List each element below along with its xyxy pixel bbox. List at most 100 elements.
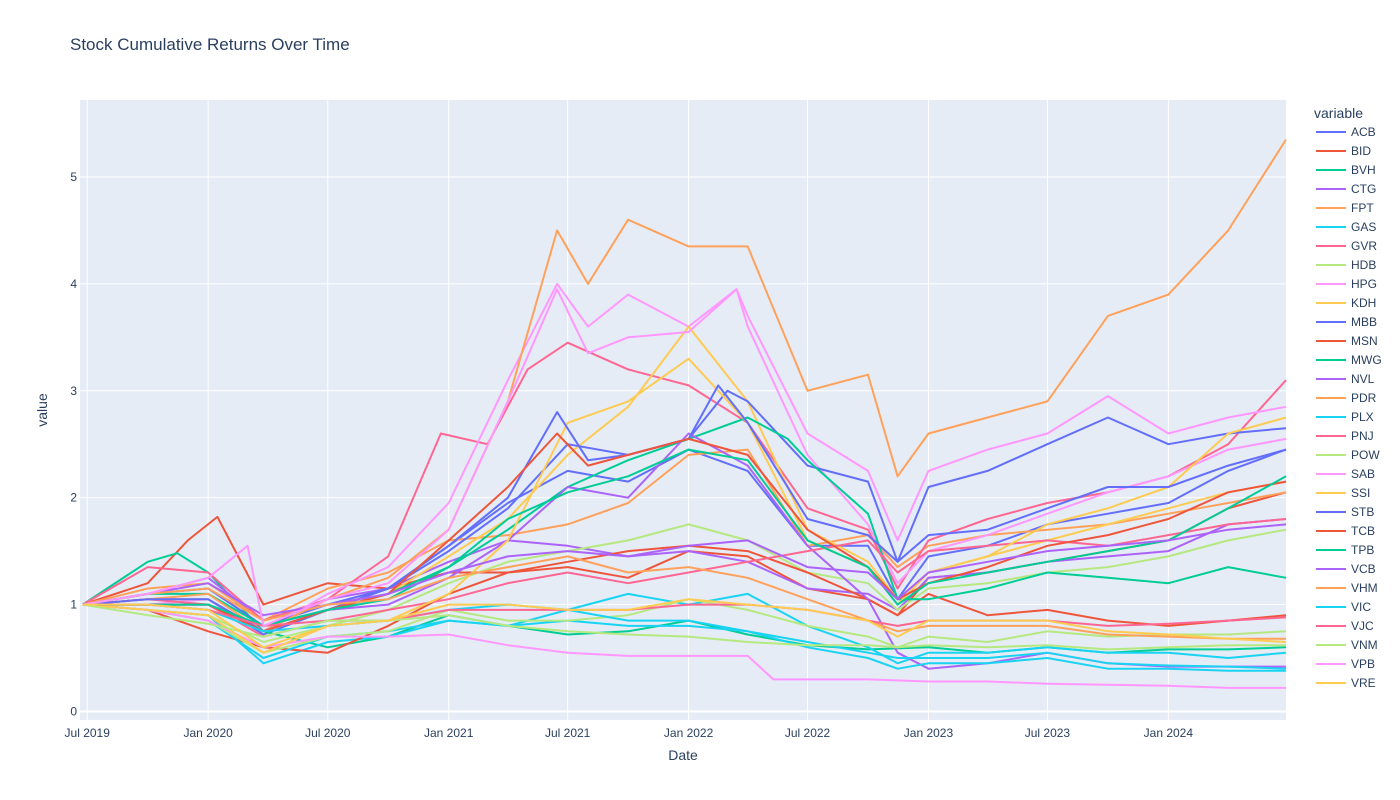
series-line-hdb[interactable]	[82, 523, 1287, 643]
legend-label: PLX	[1351, 410, 1374, 424]
x-axis-ticks: Jul 2019 Jan 2020 Jul 2020 Jan 2021 Jul 2021…	[65, 726, 1194, 740]
x-tick-label: Jan 2021	[424, 726, 474, 740]
legend-item-pow[interactable]: POW	[1316, 448, 1380, 462]
y-axis-title: value	[34, 393, 50, 427]
plot-area	[80, 100, 1286, 720]
legend-label: GAS	[1351, 220, 1376, 234]
chart-title: Stock Cumulative Returns Over Time	[70, 35, 350, 54]
series-line-mbb[interactable]	[82, 389, 1287, 627]
legend-item-bvh[interactable]: BVH	[1316, 163, 1376, 177]
legend-item-pdr[interactable]: PDR	[1316, 391, 1377, 405]
legend-item-msn[interactable]: MSN	[1316, 334, 1378, 348]
legend-label: MWG	[1351, 353, 1382, 367]
legend-item-acb[interactable]: ACB	[1316, 125, 1376, 139]
legend-label: TCB	[1351, 524, 1375, 538]
y-tick-label: 2	[70, 491, 77, 505]
legend-item-stb[interactable]: STB	[1316, 505, 1374, 519]
series-line-acb[interactable]	[82, 448, 1287, 636]
legend-label: NVL	[1351, 372, 1375, 386]
legend-item-vcb[interactable]: VCB	[1316, 562, 1376, 576]
legend-item-nvl[interactable]: NVL	[1316, 372, 1375, 386]
series-line-sab[interactable]	[82, 603, 1286, 689]
legend-label: VRE	[1351, 676, 1376, 690]
legend-label: ACB	[1351, 125, 1376, 139]
x-tick-label: Jul 2023	[1025, 726, 1071, 740]
legend-item-gas[interactable]: GAS	[1316, 220, 1376, 234]
legend-item-vnm[interactable]: VNM	[1316, 638, 1378, 652]
y-tick-label: 0	[70, 704, 77, 718]
legend-item-gvr[interactable]: GVR	[1316, 239, 1377, 253]
legend-item-tcb[interactable]: TCB	[1316, 524, 1375, 538]
legend-label: SAB	[1351, 467, 1375, 481]
lines-layer	[82, 139, 1287, 689]
legend-label: VHM	[1351, 581, 1378, 595]
legend-label: HPG	[1351, 277, 1377, 291]
series-line-vnm[interactable]	[82, 603, 1286, 651]
legend-label: FPT	[1351, 201, 1374, 215]
legend-item-vre[interactable]: VRE	[1316, 676, 1376, 690]
grid-layer	[80, 100, 1286, 720]
x-tick-label: Jul 2021	[545, 726, 591, 740]
legend-label: VIC	[1351, 600, 1371, 614]
legend-item-bid[interactable]: BID	[1316, 144, 1371, 158]
legend-item-plx[interactable]: PLX	[1316, 410, 1374, 424]
legend-label: VJC	[1351, 619, 1374, 633]
legend-label: BVH	[1351, 163, 1376, 177]
legend-label: BID	[1351, 144, 1371, 158]
y-tick-label: 5	[70, 170, 77, 184]
y-tick-label: 3	[70, 384, 77, 398]
legend-label: KDH	[1351, 296, 1376, 310]
legend-label: CTG	[1351, 182, 1376, 196]
legend-label: VNM	[1351, 638, 1378, 652]
series-line-tcb[interactable]	[82, 432, 1287, 633]
legend-label: VPB	[1351, 657, 1375, 671]
legend-item-hpg[interactable]: HPG	[1316, 277, 1377, 291]
legend-title: variable	[1314, 105, 1363, 121]
legend-item-pnj[interactable]: PNJ	[1316, 429, 1374, 443]
series-line-plx[interactable]	[82, 603, 1286, 672]
legend-item-ssi[interactable]: SSI	[1316, 486, 1370, 500]
legend-item-vic[interactable]: VIC	[1316, 600, 1371, 614]
legend-label: VCB	[1351, 562, 1376, 576]
x-tick-label: Jan 2024	[1144, 726, 1194, 740]
series-line-ssi[interactable]	[82, 357, 1287, 654]
legend-item-tpb[interactable]: TPB	[1316, 543, 1374, 557]
legend-item-vpb[interactable]: VPB	[1316, 657, 1375, 671]
series-line-vre[interactable]	[82, 598, 1287, 649]
legend-label: MBB	[1351, 315, 1377, 329]
x-tick-label: Jul 2022	[785, 726, 831, 740]
legend-item-mwg[interactable]: MWG	[1316, 353, 1382, 367]
series-line-tpb[interactable]	[82, 448, 1287, 627]
legend-item-kdh[interactable]: KDH	[1316, 296, 1376, 310]
series-line-hpg[interactable]	[82, 282, 1287, 633]
legend-item-hdb[interactable]: HDB	[1316, 258, 1376, 272]
series-line-gas[interactable]	[82, 592, 1287, 665]
series-line-msn[interactable]	[82, 544, 1287, 654]
y-tick-label: 1	[70, 598, 77, 612]
series-line-vjc[interactable]	[82, 603, 1287, 627]
y-axis-ticks: 0 1 2 3 4 5	[70, 170, 77, 718]
legend-label: GVR	[1351, 239, 1377, 253]
legend-label: PNJ	[1351, 429, 1374, 443]
legend-item-fpt[interactable]: FPT	[1316, 201, 1374, 215]
legend-label: SSI	[1351, 486, 1370, 500]
legend-label: PDR	[1351, 391, 1377, 405]
legend-label: STB	[1351, 505, 1374, 519]
series-line-fpt[interactable]	[82, 448, 1287, 622]
legend-item-vhm[interactable]: VHM	[1316, 581, 1378, 595]
legend-label: MSN	[1351, 334, 1378, 348]
x-axis-title: Date	[668, 747, 698, 763]
x-tick-label: Jul 2020	[305, 726, 351, 740]
legend-label: HDB	[1351, 258, 1376, 272]
series-line-vcb[interactable]	[82, 523, 1287, 617]
y-tick-label: 4	[70, 277, 77, 291]
legend-item-mbb[interactable]: MBB	[1316, 315, 1377, 329]
x-tick-label: Jul 2019	[65, 726, 111, 740]
legend-item-sab[interactable]: SAB	[1316, 467, 1375, 481]
legend: ACB BID BVH CTG FPT GAS GVR HDB HPG KDH MBB MSN MWG N…	[1316, 125, 1382, 690]
legend-item-vjc[interactable]: VJC	[1316, 619, 1374, 633]
legend-item-ctg[interactable]: CTG	[1316, 182, 1376, 196]
series-line-vpb[interactable]	[82, 288, 1287, 627]
